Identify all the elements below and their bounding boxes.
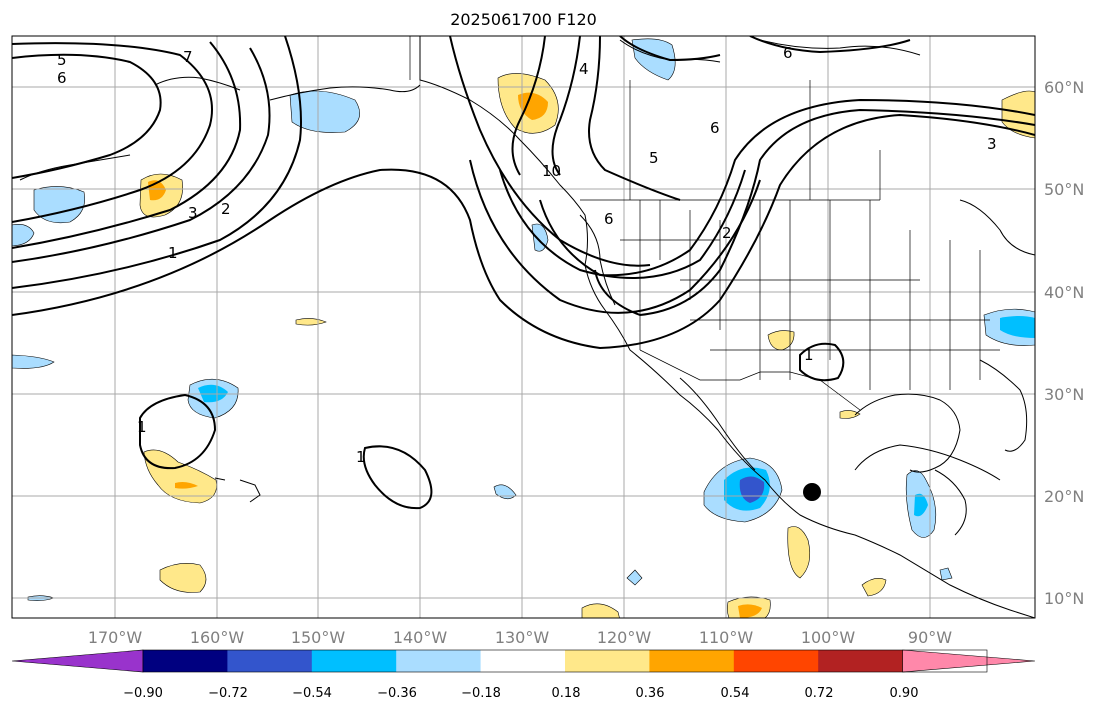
contour-label: 1: [137, 418, 147, 436]
lon-label: 140°W: [393, 628, 448, 647]
lat-label: 50°N: [1044, 180, 1084, 199]
lon-label: 90°W: [908, 628, 952, 647]
contour-label: 1: [168, 244, 178, 262]
lon-label: 150°W: [291, 628, 346, 647]
lat-label: 30°N: [1044, 385, 1084, 404]
contour-label: 7: [183, 48, 193, 66]
map-frame: [11, 35, 1036, 619]
colorbar-segment: [396, 650, 482, 672]
lon-label: 120°W: [597, 628, 652, 647]
contour-labels: 5 6 7 3 2 1 6 4 5 10 6 2 6 3 1 1 1: [57, 44, 997, 466]
borders: [409, 36, 1000, 411]
map-area: 5 6 7 3 2 1 6 4 5 10 6 2 6 3 1 1 1: [12, 36, 1035, 618]
colorbar-tick-label: 0.72: [805, 686, 834, 701]
longitude-labels: 170°W 160°W 150°W 140°W 130°W 120°W 110°…: [88, 628, 952, 647]
contour-label: 1: [356, 448, 366, 466]
contour-label: 2: [722, 224, 732, 242]
lat-label: 20°N: [1044, 487, 1084, 506]
contour-label: 2: [221, 200, 231, 218]
lon-label: 160°W: [190, 628, 245, 647]
colorbar-tick-label: 0.90: [890, 686, 919, 701]
location-marker: [803, 483, 821, 501]
lat-lon-grid: [12, 36, 1035, 618]
contour-label: 6: [710, 119, 720, 137]
colorbar-tick-label: −0.72: [208, 686, 248, 701]
lon-label: 130°W: [495, 628, 550, 647]
contour-label: 6: [604, 210, 614, 228]
latitude-labels: 60°N 50°N 40°N 30°N 20°N 10°N: [1044, 78, 1084, 608]
contour-label: 3: [987, 135, 997, 153]
colorbar-tick-label: −0.36: [377, 686, 417, 701]
colorbar-frame: [142, 649, 988, 673]
colorbar-segment: [818, 650, 904, 672]
contour-label: 6: [783, 44, 793, 62]
contour-lines: [12, 36, 1035, 510]
contour-label: 10: [542, 162, 561, 180]
colorbar-segment: [565, 650, 650, 672]
map-title: 2025061700 F120: [450, 10, 597, 29]
colorbar-segment: [733, 650, 819, 672]
lon-label: 100°W: [801, 628, 856, 647]
colorbar-tick-label: −0.54: [292, 686, 332, 701]
colorbar-tick-label: 0.36: [636, 686, 665, 701]
colorbar-segment: [480, 650, 566, 672]
colorbar-tick-label: −0.18: [461, 686, 501, 701]
lat-label: 60°N: [1044, 78, 1084, 97]
colorbar-tick-labels: −0.90 −0.72 −0.54 −0.36 −0.18 0.18 0.36 …: [123, 686, 918, 701]
colorbar: [11, 649, 1036, 673]
contour-label: 6: [57, 69, 67, 87]
colorbar-extend-high: [902, 649, 1036, 673]
colorbar-segment: [227, 650, 313, 672]
colorbar-tick-label: 0.18: [552, 686, 581, 701]
shaded-fields: [12, 38, 1035, 618]
contour-label: 5: [649, 149, 659, 167]
lon-label: 110°W: [699, 628, 754, 647]
contour-label: 4: [579, 60, 589, 78]
colorbar-extend-low: [11, 649, 144, 673]
colorbar-segment: [143, 650, 228, 672]
colorbar-segment: [311, 650, 397, 672]
colorbar-tick-label: −0.90: [123, 686, 163, 701]
lat-label: 10°N: [1044, 589, 1084, 608]
contour-label: 5: [57, 51, 67, 69]
lon-label: 170°W: [88, 628, 143, 647]
colorbar-tick-label: 0.54: [721, 686, 750, 701]
contour-label: 3: [188, 204, 198, 222]
lat-label: 40°N: [1044, 283, 1084, 302]
contour-label: 1: [804, 346, 814, 364]
colorbar-segment: [649, 650, 735, 672]
